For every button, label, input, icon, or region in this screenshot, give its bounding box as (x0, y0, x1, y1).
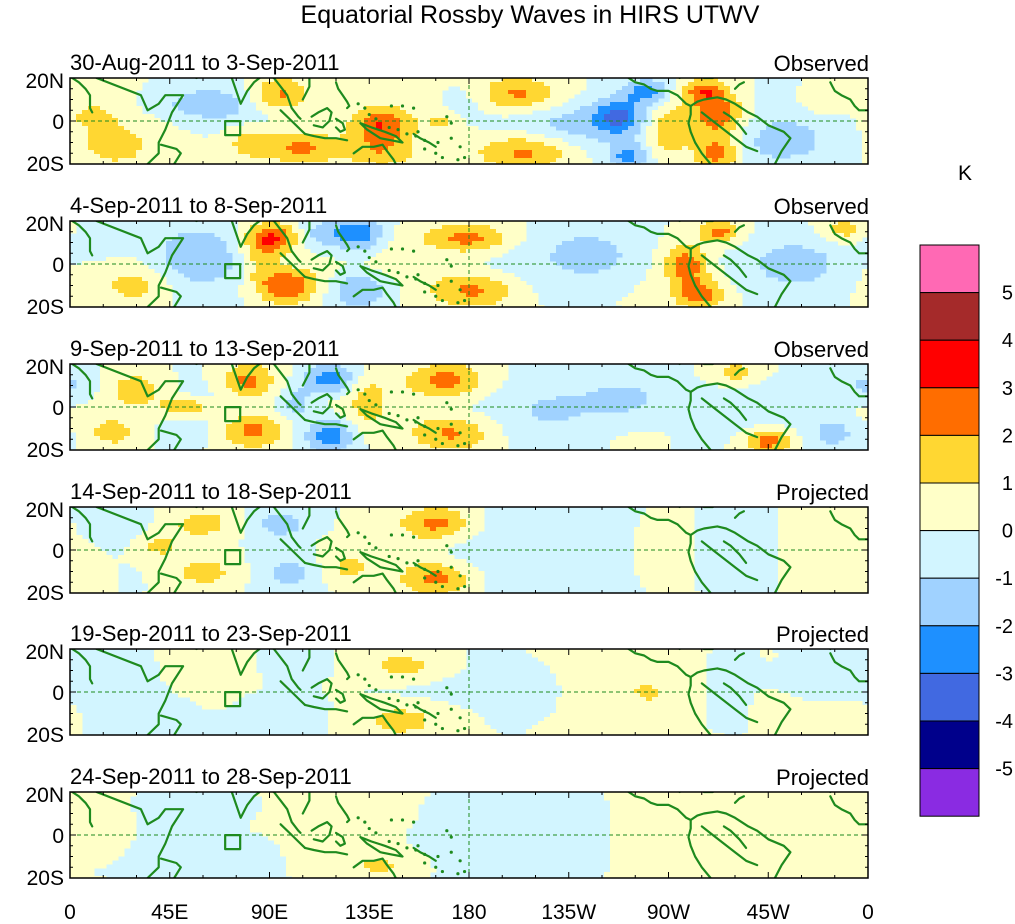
lon-label: 0 (64, 901, 76, 924)
panel-date-range: 24-Sep-2011 to 28-Sep-2011 (70, 764, 352, 789)
colorbar-tick-label: 3 (1002, 378, 1013, 400)
lon-label: 45W (747, 901, 790, 924)
colorbar: 5 4 3 2 1 0 -1 -2 -3 -4 -5 K (919, 162, 1013, 817)
colorbar-swatch (919, 720, 980, 770)
map-panel-2: 20N 0 20S 4-Sep-2011 to 8-Sep-2011 Observed (25, 193, 869, 319)
coastlines (71, 507, 868, 593)
lat-label: 20S (27, 439, 64, 462)
colorbar-tick-label: 0 (1002, 521, 1013, 543)
colorbar-tick-label: 1 (1002, 473, 1013, 495)
colorbar-swatch (919, 768, 980, 817)
colorbar-swatch (919, 530, 980, 579)
panel-type-label: Observed (774, 51, 869, 76)
colorbar-swatch (919, 387, 980, 436)
colorbar-swatch (919, 292, 980, 341)
lon-label: 90E (251, 901, 288, 924)
map-panel-5: 20N 0 20S 19-Sep-2011 to 23-Sep-2011 Project… (25, 621, 869, 747)
lon-label: 180 (451, 901, 486, 924)
colorbar-tick-label: -1 (995, 568, 1013, 590)
lat-label: 20N (25, 499, 64, 522)
lat-label: 20S (27, 153, 64, 176)
lon-label: 45E (151, 901, 188, 924)
lat-label: 0 (52, 825, 64, 848)
lon-label: 135E (345, 901, 394, 924)
colorbar-swatch (919, 339, 980, 389)
colorbar-swatch (919, 577, 980, 627)
map-panel-6: 20N 0 20S 24-Sep-2011 to 28-Sep-2011 Project… (25, 764, 869, 890)
panel-type-label: Projected (776, 622, 869, 647)
lon-label: 0 (862, 901, 874, 924)
map-panel-4: 20N 0 20S 14-Sep-2011 to 18-Sep-2011 Project… (25, 479, 869, 605)
panel-type-label: Projected (776, 480, 869, 505)
colorbar-tick-label: 2 (1002, 425, 1013, 447)
lat-label: 0 (52, 111, 64, 134)
page-title: Equatorial Rossby Waves in HIRS UTWV (300, 1, 760, 29)
colorbar-tick-label: 5 (1002, 283, 1013, 305)
colorbar-swatch (919, 434, 980, 484)
longitude-axis: 0 45E 90E 135E 180 135W 90W 45W 0 (64, 901, 874, 924)
lat-label: 0 (52, 397, 64, 420)
panel-type-label: Observed (774, 194, 869, 219)
lat-label: 20N (25, 213, 64, 236)
panel-date-range: 30-Aug-2011 to 3-Sep-2011 (70, 50, 340, 75)
panel-date-range: 14-Sep-2011 to 18-Sep-2011 (70, 479, 352, 504)
panel-date-range: 4-Sep-2011 to 8-Sep-2011 (70, 193, 327, 218)
colorbar-tick-label: -3 (995, 663, 1013, 685)
lat-label: 20N (25, 784, 64, 807)
lon-label: 90W (647, 901, 690, 924)
panel-date-range: 9-Sep-2011 to 13-Sep-2011 (70, 336, 340, 361)
colorbar-tick-label: -5 (995, 759, 1013, 781)
lat-label: 20S (27, 582, 64, 605)
colorbar-units: K (958, 162, 972, 185)
map-panel-1: 20N 0 20S 30-Aug-2011 to 3-Sep-2011 Observed (25, 50, 869, 176)
map-panels: 20N 0 20S 30-Aug-2011 to 3-Sep-2011 Observed… (25, 50, 869, 890)
coastlines (71, 649, 868, 735)
lat-label: 0 (52, 540, 64, 563)
colorbar-swatch (919, 244, 980, 294)
lon-label: 135W (541, 901, 596, 924)
coastlines (71, 221, 868, 307)
colorbar-swatch (919, 672, 980, 722)
colorbar-swatch (919, 482, 980, 532)
colorbar-tick-label: -4 (995, 711, 1013, 733)
panel-type-label: Projected (776, 765, 869, 790)
colorbar-tick-label: 4 (1002, 330, 1013, 352)
lat-label: 20S (27, 724, 64, 747)
coastlines (71, 78, 868, 164)
lat-label: 20S (27, 296, 64, 319)
lat-label: 20N (25, 641, 64, 664)
lat-label: 20N (25, 356, 64, 379)
map-panel-3: 20N 0 20S 9-Sep-2011 to 13-Sep-2011 Observed (25, 336, 869, 462)
lat-label: 0 (52, 254, 64, 277)
colorbar-swatch (919, 625, 980, 674)
panel-date-range: 19-Sep-2011 to 23-Sep-2011 (70, 621, 352, 646)
panel-type-label: Observed (774, 337, 869, 362)
colorbar-tick-label: -2 (995, 616, 1013, 638)
lat-label: 0 (52, 682, 64, 705)
lat-label: 20N (25, 70, 64, 93)
lat-label: 20S (27, 867, 64, 890)
